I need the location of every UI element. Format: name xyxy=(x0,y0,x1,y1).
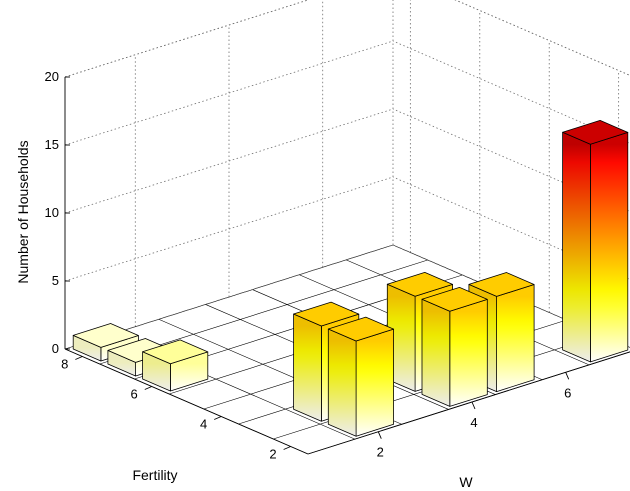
z-tick-label: 15 xyxy=(45,137,59,152)
bar-front-face xyxy=(496,284,535,393)
y-tick-mark xyxy=(75,356,83,360)
bar-top-face xyxy=(421,286,488,312)
y-tick-label: 8 xyxy=(61,357,68,372)
bar-top-face xyxy=(142,339,209,365)
bar-front-face xyxy=(590,131,629,363)
bar-top-face xyxy=(293,301,360,327)
y-tick-label: 6 xyxy=(131,387,138,402)
z-tick-label: 0 xyxy=(52,341,59,356)
back-panels-grid xyxy=(64,0,630,350)
z-tick-label: 5 xyxy=(52,273,59,288)
bar-side-face xyxy=(327,328,357,437)
bar-front-face xyxy=(449,298,488,407)
side-wall-gridline xyxy=(454,0,630,76)
bar xyxy=(562,120,629,363)
bar-side-face xyxy=(421,298,451,407)
bar-side-face xyxy=(293,313,322,422)
z-tick-label: 20 xyxy=(45,69,59,84)
bar xyxy=(327,316,395,437)
tick-labels: 0 5 10 15 20 2 4 6 2 4 6 8 xyxy=(45,69,572,462)
x-tick-label: 6 xyxy=(564,385,571,400)
y-tick-mark xyxy=(144,386,152,390)
x-tick-mark xyxy=(471,401,476,410)
bar-top-face xyxy=(468,272,535,297)
y-axis-label: Fertility xyxy=(132,467,177,483)
z-axis-label: Number of Households xyxy=(15,140,31,283)
x-tick-mark xyxy=(377,431,382,439)
bar-front-face xyxy=(355,328,395,437)
x-tick-label: 2 xyxy=(377,445,384,460)
z-tick-label: 10 xyxy=(45,205,59,220)
top-back-edge xyxy=(64,0,310,78)
x-tick-label: 4 xyxy=(470,415,477,430)
bar-side-face xyxy=(562,131,591,363)
bars xyxy=(72,120,629,437)
y-tick-mark xyxy=(283,446,291,450)
bar xyxy=(142,339,209,392)
y-axis-line xyxy=(64,348,309,455)
x-tick-mark xyxy=(565,372,570,380)
y-tick-label: 4 xyxy=(200,417,207,432)
bar-top-face xyxy=(562,120,629,145)
back-wall-gridline xyxy=(64,0,310,78)
y-tick-mark xyxy=(214,416,222,420)
bar-top-face xyxy=(72,323,139,348)
bar xyxy=(421,286,488,407)
bar-top-face xyxy=(327,316,395,342)
top-side-edge xyxy=(454,0,630,76)
bar-top-face xyxy=(386,271,454,297)
y-tick-label: 2 xyxy=(269,447,276,462)
x-axis-label: W xyxy=(459,474,473,490)
